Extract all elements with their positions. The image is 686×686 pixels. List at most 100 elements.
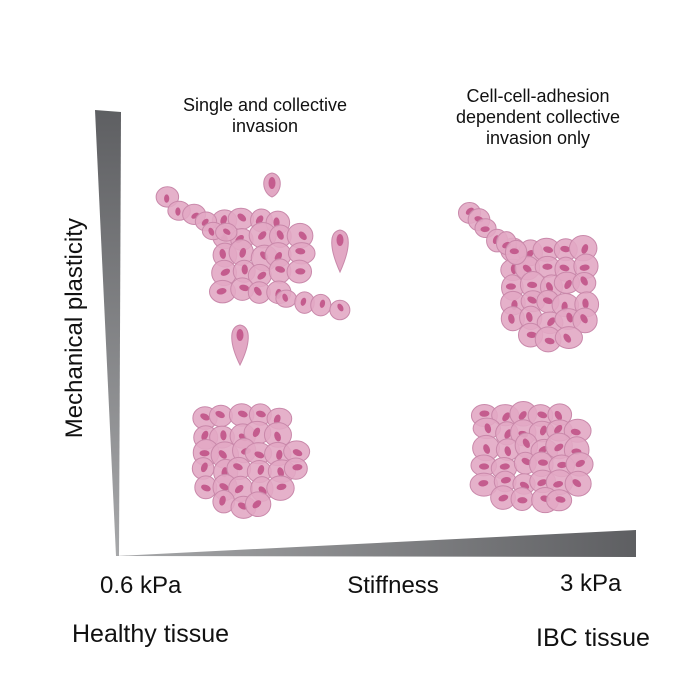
cell-nucleus — [504, 446, 512, 457]
top-right-label: Cell-cell-adhesion dependent collective … — [455, 86, 621, 149]
cell-nucleus — [478, 480, 489, 487]
cell-nucleus — [498, 494, 509, 502]
y-axis-label: Mechanical plasticity — [60, 218, 88, 439]
cell-nucleus — [218, 450, 227, 459]
cell-nucleus — [484, 423, 492, 434]
cell-nucleus — [273, 414, 281, 425]
cell-nucleus — [554, 443, 564, 452]
cell-nucleus — [566, 312, 574, 323]
cell-nucleus — [268, 177, 276, 189]
cell-nucleus — [257, 271, 267, 280]
cell-nucleus — [200, 413, 210, 421]
cell-nucleus — [337, 303, 344, 312]
cell-nucleus — [542, 297, 553, 305]
cell-nucleus — [236, 329, 244, 341]
cell-nucleus — [254, 451, 265, 459]
cell-nucleus — [483, 444, 491, 454]
cell-nucleus — [522, 264, 532, 273]
cell-nucleus — [274, 431, 281, 442]
cell-nucleus — [527, 296, 537, 304]
ibc-tissue-label: IBC tissue — [536, 624, 650, 652]
cell-nucleus — [505, 283, 516, 290]
cell-nucleus — [554, 410, 563, 421]
cell-nucleus — [295, 248, 306, 255]
cell-nucleus — [276, 483, 287, 491]
cell-nucleus — [522, 438, 530, 448]
cell-nucleus — [527, 281, 538, 289]
cell-nucleus — [292, 464, 303, 471]
cell-nucleus — [537, 479, 547, 487]
cell-nucleus — [554, 424, 563, 434]
cell-nucleus — [276, 449, 283, 460]
cell-nucleus — [518, 411, 527, 420]
cell-nucleus — [256, 410, 266, 418]
cell-nucleus — [239, 284, 250, 292]
cell-nucleus — [479, 410, 490, 417]
cell-nucleus — [336, 234, 344, 246]
cell-cluster-stiff-compact — [469, 401, 594, 514]
x-axis-wedge — [116, 530, 636, 557]
cell-nucleus — [559, 264, 570, 272]
cell-nucleus — [201, 484, 211, 492]
cell-cluster-soft-invasive — [155, 172, 351, 367]
cell-nucleus — [223, 228, 231, 235]
cell-nucleus — [277, 467, 285, 478]
cell-nucleus — [500, 477, 511, 484]
cell-nucleus — [237, 410, 248, 418]
cell-nucleus — [537, 411, 548, 419]
cell-nucleus — [275, 266, 286, 273]
cell-nucleus — [502, 412, 511, 422]
cell-nucleus — [164, 194, 170, 203]
cell-nucleus — [480, 226, 490, 233]
cell-nucleus — [253, 286, 262, 296]
cell-nucleus — [508, 313, 515, 324]
cell-nucleus — [572, 479, 582, 488]
cell-nucleus — [564, 279, 572, 290]
cell-nucleus — [542, 263, 553, 270]
cell-nucleus — [300, 297, 307, 306]
cell-nucleus — [499, 463, 510, 470]
cell-nucleus — [319, 299, 326, 308]
cell-nucleus — [237, 213, 247, 222]
cell-cluster-soft-compact — [191, 403, 311, 519]
cell-nucleus — [219, 483, 229, 491]
cell-nucleus — [575, 459, 585, 468]
migrating-cell — [331, 229, 349, 274]
cell-nucleus — [526, 331, 537, 339]
cell-nucleus — [220, 268, 231, 276]
cell-nucleus — [252, 427, 261, 438]
migrating-cell — [231, 324, 249, 367]
cell-nucleus — [208, 227, 215, 236]
cell-nucleus — [560, 245, 571, 253]
cell-nucleus — [553, 481, 564, 488]
cell-nucleus — [216, 288, 227, 295]
cell-nucleus — [547, 317, 556, 327]
cell-nucleus — [241, 264, 248, 275]
cell-nucleus — [201, 430, 209, 441]
cell-nucleus — [219, 248, 226, 259]
cell-nucleus — [258, 231, 267, 240]
cell-nucleus — [292, 449, 303, 457]
cell-nucleus — [239, 247, 247, 258]
x-high-label: 3 kPa — [560, 570, 622, 597]
cell-cluster-stiff-invasive — [457, 202, 600, 353]
cell-nucleus — [580, 314, 588, 324]
cell-nucleus — [539, 425, 547, 436]
cell-nucleus — [509, 248, 519, 255]
cell-nucleus — [517, 497, 528, 504]
cell-nucleus — [219, 495, 226, 506]
cell-nucleus — [175, 207, 181, 216]
cell-nucleus — [276, 230, 284, 240]
cell-nucleus — [580, 276, 588, 286]
cell-nucleus — [504, 429, 512, 439]
y-axis-wedge — [95, 110, 121, 556]
cell-nucleus — [582, 298, 589, 309]
cell-nucleus — [252, 500, 262, 509]
cell-nucleus — [546, 282, 553, 292]
cell-nucleus — [282, 293, 288, 302]
cell-nucleus — [537, 459, 549, 466]
cell-nucleus — [220, 430, 227, 441]
x-axis-label: Stiffness — [347, 572, 439, 599]
cell-nucleus — [526, 312, 533, 322]
